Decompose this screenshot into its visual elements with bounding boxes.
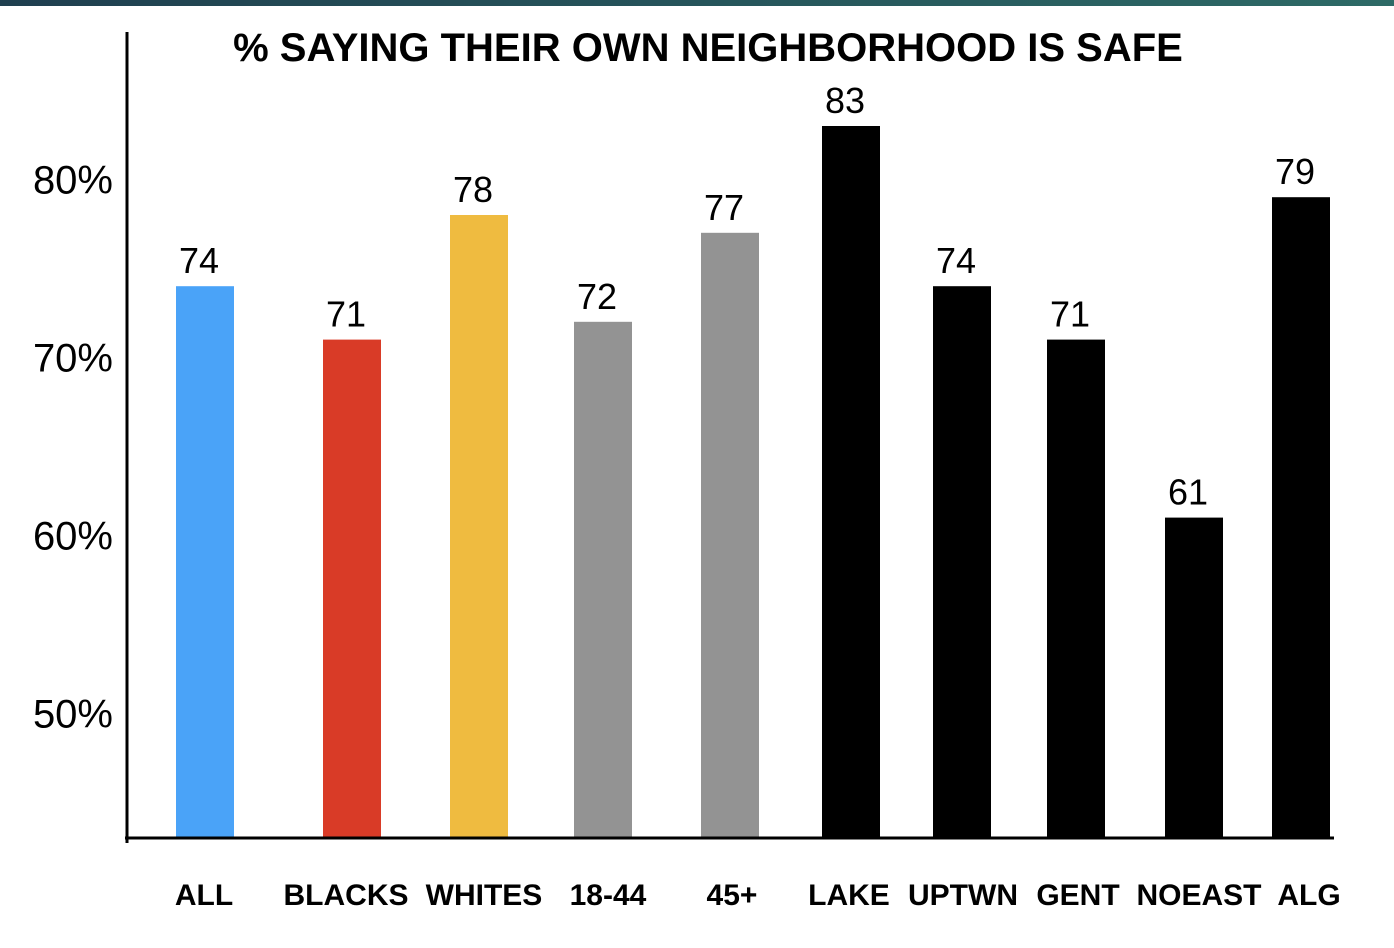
bars <box>176 126 1330 839</box>
x-axis-ticks: ALL BLACKS WHITES 18-44 45+ LAKE UPTWN GENT NOEA… <box>175 879 1341 912</box>
bar-all <box>176 286 234 838</box>
bar-blacks <box>323 339 381 838</box>
data-labels: 74 71 78 72 77 83 74 71 61 79 <box>179 80 1315 513</box>
x-tick-label: NOEAST <box>1136 879 1261 912</box>
y-axis-ticks: 80% 70% 60% 50% <box>33 158 113 736</box>
top-accent-bar <box>0 0 1394 6</box>
x-tick-label: ALL <box>175 879 233 912</box>
bar-45- <box>701 232 759 839</box>
data-label: 72 <box>577 276 617 317</box>
data-label: 74 <box>936 240 976 281</box>
bar-uptwn <box>933 286 991 838</box>
data-label: 78 <box>453 169 493 210</box>
data-label: 74 <box>179 240 219 281</box>
data-label: 71 <box>326 294 366 335</box>
data-label: 61 <box>1168 472 1208 513</box>
x-tick-label: LAKE <box>808 879 890 912</box>
x-tick-label: 18-44 <box>570 879 647 912</box>
chart-title: % SAYING THEIR OWN NEIGHBORHOOD IS SAFE <box>233 26 1183 70</box>
bar-alg <box>1272 197 1330 838</box>
data-label: 79 <box>1275 151 1315 192</box>
data-label: 77 <box>704 187 744 228</box>
bar-gent <box>1047 339 1105 838</box>
bar-lake <box>822 126 880 838</box>
y-tick-label: 70% <box>33 336 113 380</box>
x-tick-label: WHITES <box>426 879 543 912</box>
bar-whites <box>450 215 508 838</box>
y-tick-label: 50% <box>33 692 113 736</box>
y-tick-label: 60% <box>33 514 113 558</box>
data-label: 71 <box>1050 294 1090 335</box>
x-tick-label: BLACKS <box>284 879 409 912</box>
data-label: 83 <box>825 80 865 121</box>
bar-18-44 <box>574 321 632 838</box>
x-tick-label: 45+ <box>707 879 758 912</box>
x-tick-label: UPTWN <box>908 879 1018 912</box>
x-tick-label: GENT <box>1036 879 1119 912</box>
y-tick-label: 80% <box>33 158 113 202</box>
bar-noeast <box>1165 517 1223 838</box>
x-tick-label: ALG <box>1277 879 1340 912</box>
